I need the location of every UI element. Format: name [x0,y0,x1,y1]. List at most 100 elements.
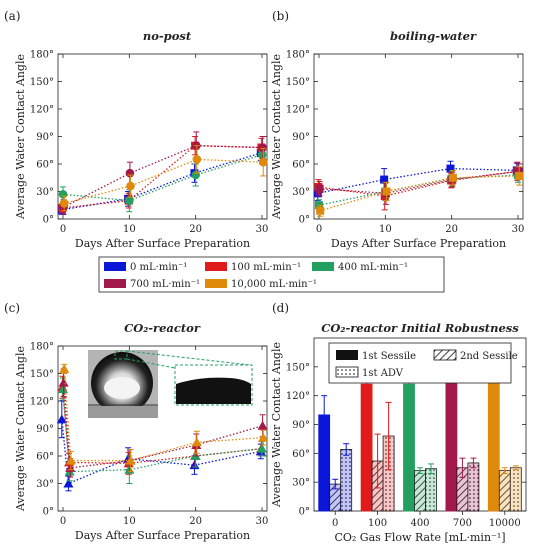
panel-label-b: (b) [272,9,289,23]
legend-item: 700 mL·min⁻¹ [104,279,200,290]
x-tick-label: 20 [189,224,202,235]
series-line [62,389,263,473]
data-point [446,164,455,173]
bar-tint [340,449,352,511]
y-tick-label: 120° [30,397,54,408]
panel-b-chart: 0° 30° 60° 90° 120° 150° 180°Average Water Con… [270,50,524,251]
y-tick-label: 180° [30,342,54,353]
x-tick-label: 30 [512,224,525,235]
legend-swatch [312,262,334,271]
x-tick-label: 20 [445,224,458,235]
bar-tint [425,468,437,511]
x-tick-label: 30 [256,516,269,527]
bar [487,363,500,512]
x-tick-label: 700 [453,518,472,529]
y-tick-label: 0° [299,507,310,518]
panel-a-title: no-post [143,29,192,43]
plot-frame [313,53,524,220]
series-line [63,145,263,208]
series-line [62,154,263,202]
x-axis-label: Days After Surface Preparation [75,529,250,542]
y-tick-label: 60° [36,452,54,463]
zoom-line-top [126,350,251,366]
zoom-surface [176,377,251,404]
series [58,145,267,213]
series [59,363,269,473]
data-point [515,171,524,180]
x-tick-label: 10 [379,224,392,235]
y-tick-label: 0° [299,215,310,226]
legend-item: 400 mL·min⁻¹ [312,262,408,273]
data-point [125,168,135,178]
x-axis-label: Days After Surface Preparation [75,237,250,250]
data-point [59,363,70,373]
series-line [320,175,520,212]
zoom-box [114,350,128,360]
data-point [191,170,200,180]
series-line [317,167,517,194]
series [313,160,521,202]
data-point [63,478,74,488]
data-point [258,432,269,442]
bar-legend-label: 1st Sessile [362,351,416,362]
y-tick-label: 30° [36,187,54,198]
panel-d-title: CO₂-reactor Initial Robustness [321,321,519,335]
y-axis-label: Average Water Contact Angle [270,342,283,508]
y-tick-label: 90° [292,420,310,431]
y-tick-label: 90° [36,424,54,435]
x-axis-label: Days After Surface Preparation [331,237,506,250]
y-axis-label: Average Water Contact Angle [14,54,27,220]
panel-label-c: (c) [4,301,20,315]
data-point [258,143,267,152]
y-tick-label: 90° [36,132,54,143]
data-point [257,150,267,160]
panel-c-chart: 0° 30° 60° 90° 120° 150° 180°Average Water Con… [14,342,268,543]
bar [360,383,373,512]
legend: 0 mL·min⁻¹ 100 mL·min⁻¹ 400 mL·min⁻¹ 700… [98,256,445,293]
y-tick-label: 90° [292,132,310,143]
droplet-highlight [104,377,140,399]
legend-item: 0 mL·min⁻¹ [104,262,187,273]
data-point [125,455,136,465]
x-tick-label: 0 [60,516,66,527]
bar-tint [510,467,522,511]
x-tick-label: 20 [189,516,202,527]
legend-swatch [205,279,227,288]
data-point [189,460,200,470]
series [59,145,268,212]
x-tick-label: 0 [316,224,322,235]
y-axis-label: Average Water Contact Angle [270,54,283,220]
droplet-substrate [88,406,158,418]
x-tick-label: 100 [368,518,387,529]
data-point [59,199,69,208]
bar-tint [329,484,341,511]
data-point [191,437,202,447]
droplet-inset [88,350,253,418]
legend-item: 100 mL·min⁻¹ [205,262,301,273]
bar-tint [499,470,511,511]
data-point [126,181,135,191]
x-tick-label: 10000 [489,518,521,529]
series-line [61,419,261,485]
y-tick-label: 0° [43,507,54,518]
y-tick-label: 120° [30,105,54,116]
x-tick-label: 0 [60,224,66,235]
data-point [315,184,324,193]
bar [403,383,415,512]
y-tick-label: 30° [292,478,310,489]
x-tick-label: 10 [123,224,136,235]
y-tick-label: 150° [30,77,54,88]
series-line [62,145,262,209]
series [316,166,524,217]
x-tick-label: 30 [256,224,269,235]
legend-box [98,256,445,293]
series-line [319,170,519,194]
bar-legend-label: 1st ADV [362,368,404,379]
data-point [257,420,268,430]
x-tick-label: 0 [332,518,338,529]
y-tick-label: 180° [30,50,54,61]
data-point [382,187,391,196]
zoom-line-bottom [126,358,176,369]
y-tick-label: 120° [286,105,310,116]
y-tick-label: 30° [36,479,54,490]
